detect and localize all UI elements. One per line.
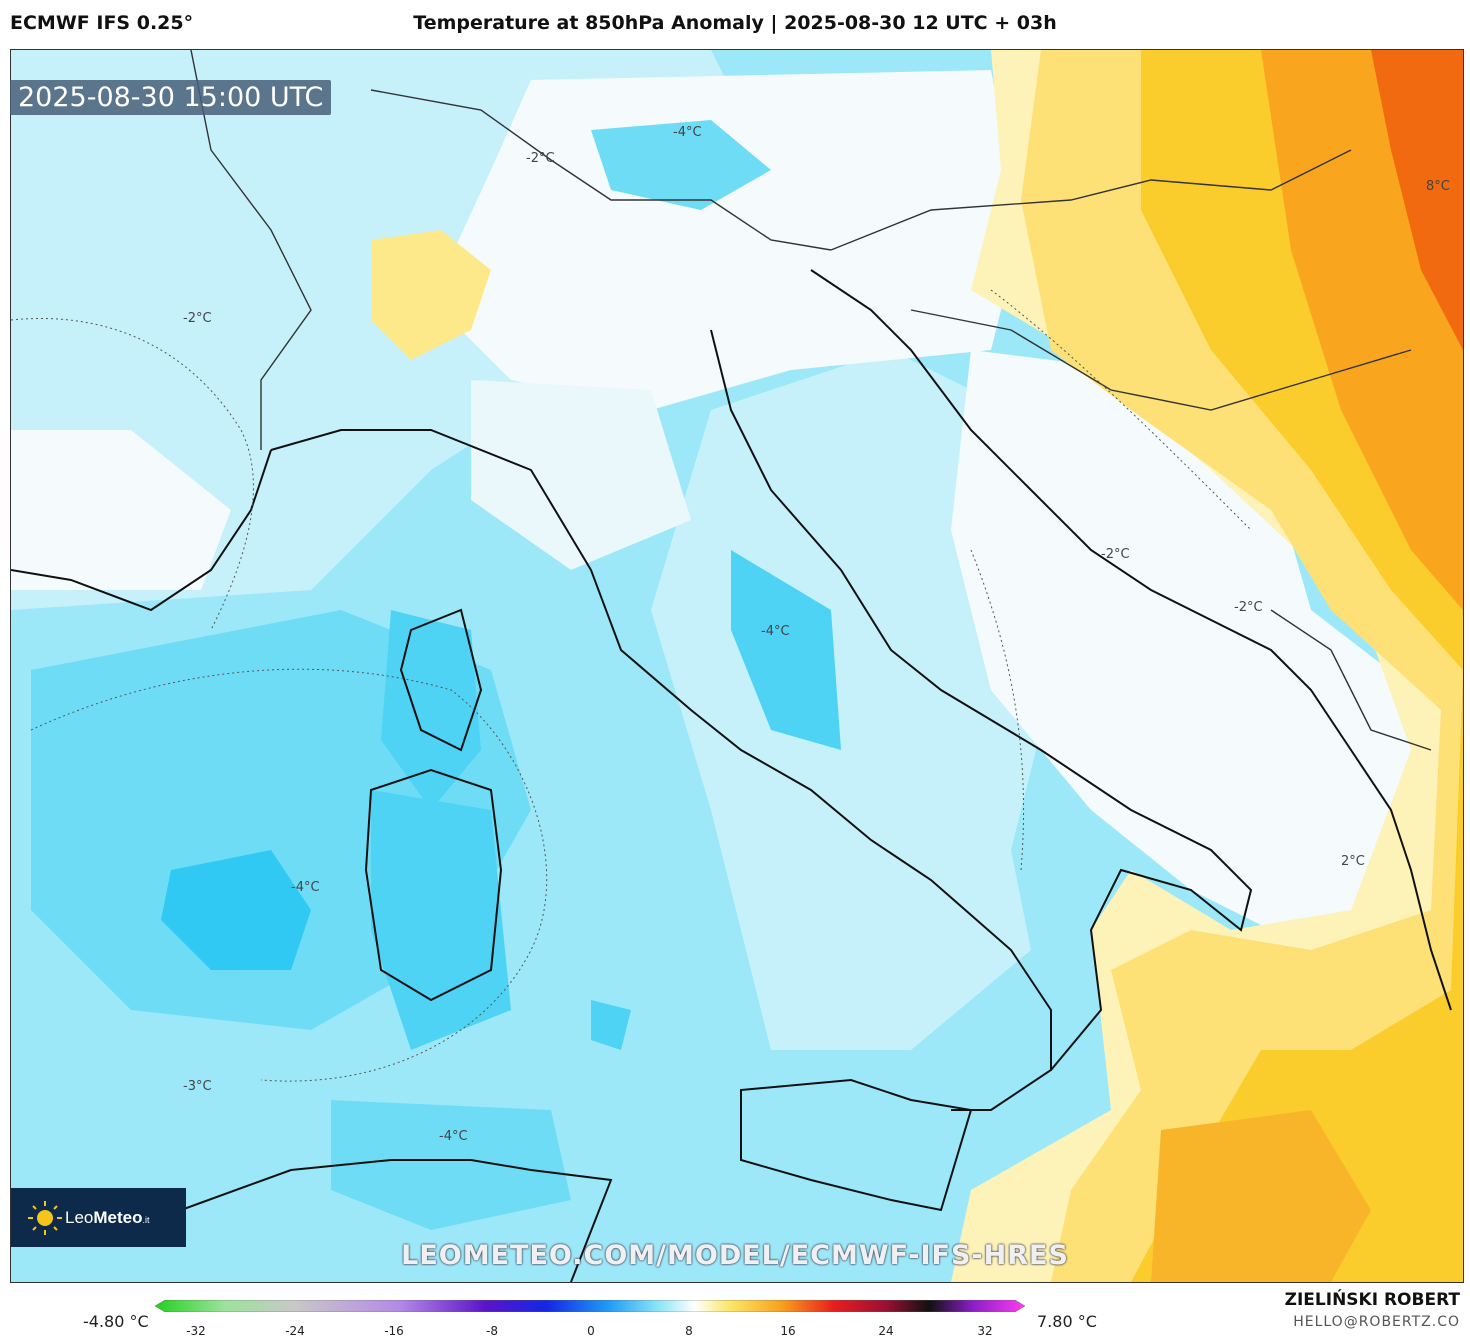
contour-label: -4°C [673, 125, 702, 140]
anomaly-zone-white-4 [471, 380, 691, 570]
anomaly-pocket-tunisia [331, 1100, 571, 1230]
border-france-italy [190, 50, 312, 450]
coastline-sicily [740, 1078, 973, 1212]
leometeo-logo: LeoMeteo.it [11, 1188, 186, 1247]
anomaly-map: -4°C -2°C -2°C 8°C -2°C -2°C -4°C -4°C 2… [11, 50, 1463, 1282]
anomaly-zone-white-1 [431, 70, 1021, 410]
warm-zone-ionian [1151, 1110, 1371, 1282]
model-name: ECMWF IFS 0.25° [10, 12, 194, 34]
anomaly-pocket-alps [591, 120, 771, 210]
warm-zone-dark-orange [1371, 50, 1463, 350]
contour-line-3 [970, 549, 1025, 871]
contour-label: -2°C [183, 311, 212, 326]
warm-pocket-alps [371, 230, 491, 360]
anomaly-zone-white-3 [11, 430, 231, 590]
colorbar-tick: -16 [384, 1324, 404, 1338]
border-croatia [910, 309, 1412, 411]
colorbar-tick: 24 [878, 1324, 894, 1338]
contour-label: 8°C [1426, 179, 1450, 194]
logo-text: LeoMeteo.it [65, 1207, 150, 1227]
coastline-balkans [810, 269, 1452, 1011]
colorbar-tick: -24 [285, 1324, 305, 1338]
contour-label: -3°C [183, 1079, 212, 1094]
contour-line-2 [30, 668, 548, 1082]
coastline-corsica [399, 608, 483, 752]
contour-label: 2°C [1341, 854, 1365, 869]
anomaly-pocket-2 [591, 1000, 631, 1050]
border-balkans [1270, 609, 1432, 751]
colorbar-tick: 16 [780, 1324, 796, 1338]
contour-label: -2°C [1234, 600, 1263, 615]
coastline-sardinia [364, 768, 503, 1002]
colorbar-tick: 0 [587, 1324, 595, 1338]
colorbar-tick: -8 [486, 1324, 498, 1338]
coastline-france [11, 449, 272, 612]
author-email[interactable]: HELLO@ROBERTZ.CO [1293, 1314, 1460, 1330]
coastline-italy-east [710, 329, 1253, 1071]
anomaly-pocket-1 [161, 850, 311, 970]
contour-label: -4°C [439, 1129, 468, 1144]
valid-time-badge: 2025-08-30 15:00 UTC [10, 80, 332, 115]
contour-line-4 [990, 289, 1252, 531]
author-name: ZIELIŃSKI ROBERT [1284, 1290, 1460, 1310]
colorbar-tick: -32 [186, 1324, 206, 1338]
anomaly-pocket-apennines [731, 550, 841, 750]
map-area[interactable]: -4°C -2°C -2°C 8°C -2°C -2°C -4°C -4°C 2… [10, 49, 1464, 1283]
colorbar-tick: 8 [685, 1324, 693, 1338]
coastline-tunisia [180, 1159, 613, 1282]
colorbar-min-label: -4.80 °C [83, 1312, 149, 1331]
anomaly-zone-white-2 [951, 350, 1451, 950]
border-alps [370, 89, 832, 251]
colorbar [155, 1300, 1025, 1312]
colorbar-max-label: 7.80 °C [1037, 1312, 1097, 1331]
map-title: Temperature at 850hPa Anomaly | 2025-08-… [413, 12, 1057, 34]
anomaly-pocket-corsica [381, 610, 481, 810]
contour-label: -2°C [526, 151, 555, 166]
source-watermark: LEOMETEO.COM/MODEL/ECMWF-IFS-HRES [401, 1240, 1069, 1271]
coastline-italy-west [270, 429, 1052, 1111]
colorbar-tick: 32 [977, 1324, 993, 1338]
border-austria-hungary [830, 149, 1352, 251]
contour-label: -2°C [1101, 547, 1130, 562]
contour-label: -4°C [291, 880, 320, 895]
contour-label: -4°C [761, 624, 790, 639]
sun-icon [28, 1200, 62, 1235]
